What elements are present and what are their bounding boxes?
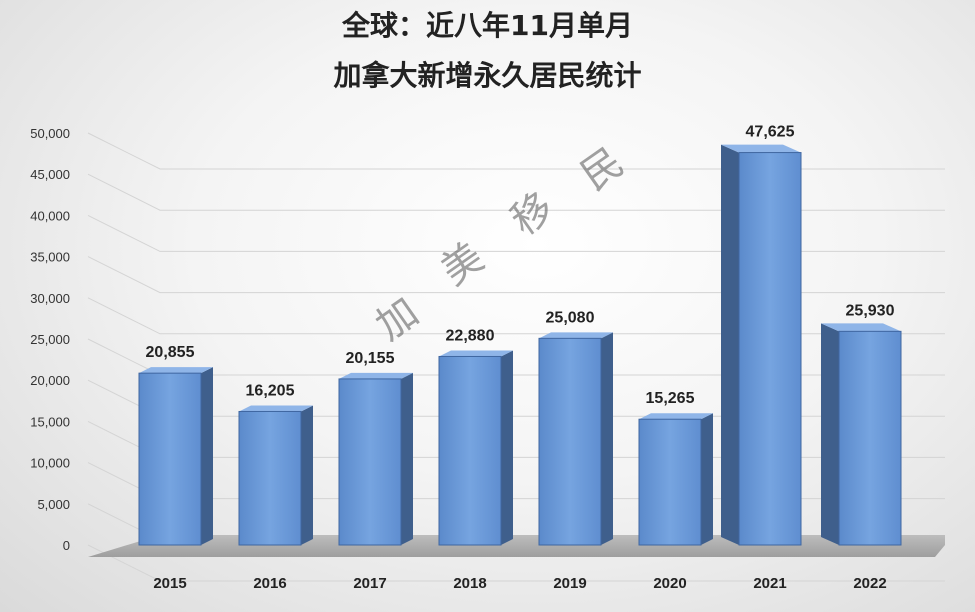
x-tick-label: 2017 xyxy=(353,575,386,592)
bar xyxy=(638,413,713,546)
y-tick-label: 40,000 xyxy=(30,208,70,223)
bar xyxy=(438,350,513,546)
y-axis: 0 5,000 10,000 15,000 20,000 25,000 30,000 35,0… xyxy=(30,126,70,553)
data-label: 25,080 xyxy=(546,309,595,326)
y-tick-label: 50,000 xyxy=(30,126,70,141)
x-tick-label: 2019 xyxy=(553,575,586,592)
gridline xyxy=(87,379,945,417)
x-tick-label: 2020 xyxy=(653,575,686,592)
data-label: 16,205 xyxy=(246,382,295,399)
bar-side xyxy=(721,144,739,545)
bar-front xyxy=(538,337,602,546)
bar-side xyxy=(821,323,839,545)
chart-title: 全球：近八年11月单月 xyxy=(342,9,633,42)
bar-side xyxy=(301,405,313,545)
bar-top xyxy=(139,367,213,374)
gridline xyxy=(87,420,945,458)
chart-floor xyxy=(88,535,945,557)
watermark-char: 加 xyxy=(368,289,427,350)
bar-front xyxy=(338,378,402,546)
gridline xyxy=(87,173,945,211)
bars xyxy=(138,144,902,546)
bar-side xyxy=(501,350,513,545)
watermark-char: 美 xyxy=(433,234,492,295)
bar-side xyxy=(701,413,713,545)
bar-front xyxy=(638,418,702,546)
bar xyxy=(538,332,613,546)
bar-side xyxy=(401,372,413,545)
data-labels: 20,855 16,205 20,155 22,880 25,080 15,265 47,6… xyxy=(146,124,895,408)
x-tick-label: 2016 xyxy=(253,575,286,592)
bar-front xyxy=(438,355,502,546)
x-axis: 2015 2016 2017 2018 2019 2020 2021 2022 xyxy=(153,575,886,592)
floor-plane xyxy=(88,535,945,557)
bar xyxy=(138,367,213,546)
x-tick-label: 2022 xyxy=(853,575,886,592)
gridline xyxy=(87,297,945,335)
gridline xyxy=(87,256,945,294)
gridline xyxy=(87,338,945,376)
bar-top xyxy=(821,323,901,332)
bar-top xyxy=(239,405,313,412)
bar xyxy=(238,405,313,546)
y-tick-label: 45,000 xyxy=(30,167,70,182)
y-tick-label: 15,000 xyxy=(30,414,70,429)
y-tick-label: 0 xyxy=(63,538,70,553)
bar-side xyxy=(601,332,613,545)
bar xyxy=(721,144,802,546)
bar xyxy=(821,323,902,546)
x-tick-label: 2015 xyxy=(153,575,186,592)
bar-top xyxy=(721,144,801,153)
bar-front xyxy=(138,372,202,546)
bar xyxy=(338,372,413,546)
watermark-char: 民 xyxy=(573,139,632,200)
x-tick-label: 2021 xyxy=(753,575,786,592)
y-tick-label: 35,000 xyxy=(30,250,70,265)
gridline xyxy=(87,503,945,541)
data-label: 20,155 xyxy=(346,350,395,367)
data-label: 47,625 xyxy=(746,124,795,141)
bar-side xyxy=(201,367,213,545)
y-tick-label: 10,000 xyxy=(30,456,70,471)
bar-front xyxy=(238,410,302,546)
data-label: 25,930 xyxy=(846,302,895,319)
y-tick-label: 25,000 xyxy=(30,332,70,347)
gridline xyxy=(87,132,945,170)
bar-top xyxy=(339,372,413,379)
bar-front xyxy=(838,330,902,546)
bar-top xyxy=(439,350,513,357)
data-label: 15,265 xyxy=(646,390,695,407)
x-tick-label: 2018 xyxy=(453,575,486,592)
y-tick-label: 20,000 xyxy=(30,373,70,388)
data-label: 20,855 xyxy=(146,344,195,361)
chart-subtitle: 加拿大新增永久居民统计 xyxy=(333,59,642,92)
y-tick-label: 30,000 xyxy=(30,291,70,306)
bar-front xyxy=(738,152,802,546)
gridline xyxy=(87,462,945,500)
data-label: 22,880 xyxy=(446,327,495,344)
y-tick-label: 5,000 xyxy=(37,497,70,512)
gridline xyxy=(87,214,945,252)
bar-top xyxy=(539,332,613,339)
bar-top xyxy=(639,413,713,420)
watermark-char: 移 xyxy=(503,184,562,245)
